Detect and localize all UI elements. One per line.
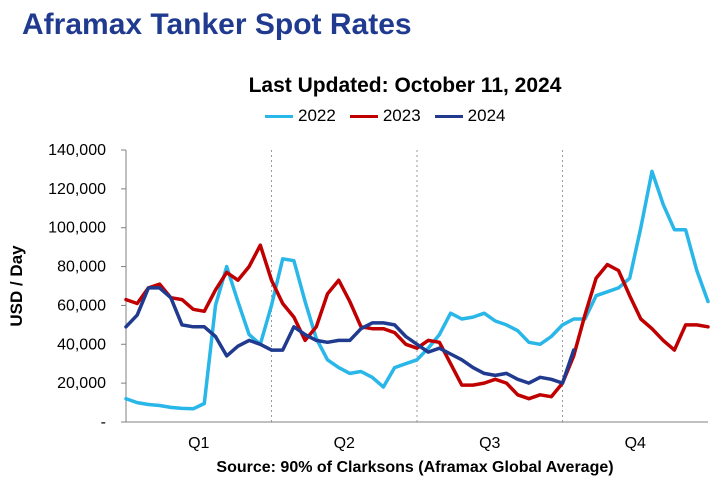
y-tick-label: 40,000	[57, 336, 106, 353]
y-tick-label: 20,000	[57, 375, 106, 392]
legend-swatch-2023	[349, 114, 378, 118]
legend-swatch-2024	[434, 114, 463, 118]
legend-label-2023: 2023	[382, 106, 421, 125]
y-tick-label: -	[101, 414, 106, 431]
legend-swatch-2022	[265, 114, 293, 118]
legend-item-2023: 2023	[349, 106, 421, 126]
source-note: Source: 90% of Clarksons (Aframax Global…	[216, 459, 614, 476]
y-axis-title: USD / Day	[7, 245, 26, 327]
series-line-2023	[124, 243, 710, 401]
chart-title: Last Updated: October 11, 2024	[248, 74, 562, 97]
page-title: Aframax Tanker Spot Rates	[22, 8, 412, 41]
x-tick-label: Q3	[479, 435, 500, 452]
x-tick-label: Q1	[188, 435, 209, 452]
series-line-2024	[124, 286, 576, 385]
legend-label-2024: 2024	[467, 106, 506, 125]
y-tick-label: 140,000	[48, 142, 106, 159]
legend-label-2022: 2022	[298, 106, 336, 125]
x-tick-label: Q2	[334, 435, 355, 452]
y-tick-label: 100,000	[48, 220, 106, 237]
y-tick-label: 60,000	[57, 297, 106, 314]
y-tick-label: 80,000	[57, 259, 106, 276]
y-tick-label: 120,000	[48, 181, 106, 198]
legend-item-2022: 2022	[265, 106, 336, 126]
x-tick-label: Q4	[625, 435, 646, 452]
legend-item-2024: 2024	[434, 106, 506, 126]
chart-legend: 2022 2023 2024	[265, 106, 505, 126]
